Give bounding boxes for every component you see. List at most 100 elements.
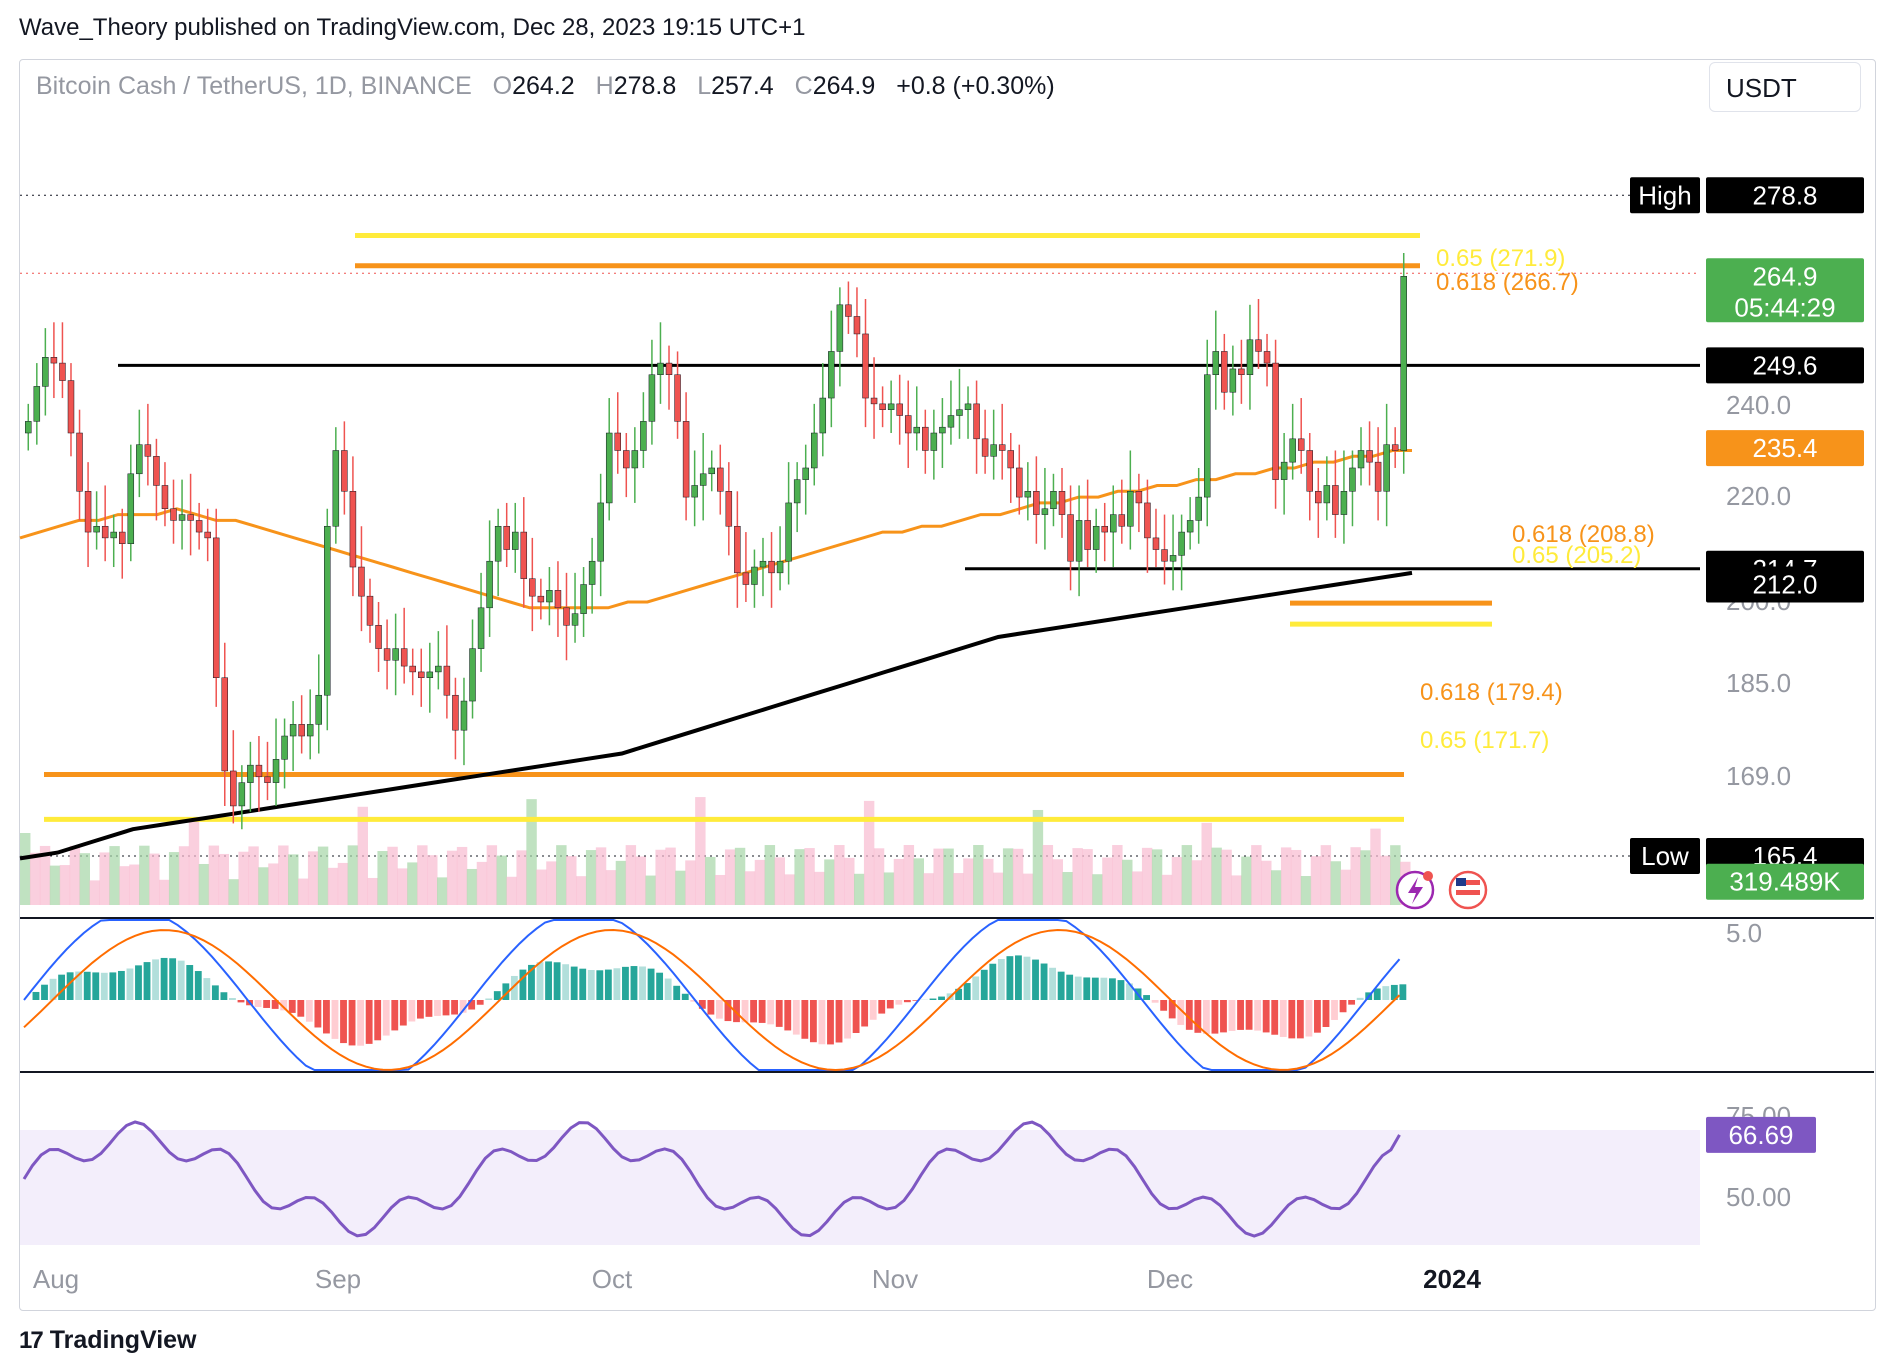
volume-bar xyxy=(1191,860,1202,905)
macd-histogram-bar xyxy=(562,964,570,1000)
macd-histogram-bar xyxy=(58,974,66,1000)
macd-signal-line xyxy=(23,928,1401,1072)
candle-body xyxy=(358,566,365,597)
volume-bar xyxy=(566,856,577,905)
candle-body xyxy=(904,415,912,434)
fib-label: 0.618 (208.8) xyxy=(1512,521,1655,548)
fib-label: 0.65 (271.9) xyxy=(1436,245,1565,272)
macd-histogram-bar xyxy=(929,998,937,1000)
macd-histogram-bar xyxy=(331,1000,339,1039)
candle-body xyxy=(631,450,639,469)
candle-body xyxy=(759,560,767,568)
candle-body xyxy=(571,613,579,626)
macd-histogram-bar xyxy=(160,957,168,1000)
volume-bar xyxy=(734,847,746,905)
volume-bar xyxy=(536,869,547,905)
price-tag-value: 264.9 xyxy=(1752,261,1817,291)
candle-body xyxy=(1221,351,1228,393)
candle-body xyxy=(768,560,775,574)
tradingview-brand[interactable]: 17 TradingView xyxy=(19,1326,197,1355)
chart-frame xyxy=(19,59,1876,1311)
volume-bar xyxy=(685,860,696,905)
price-axis-tick: 220.0 xyxy=(1726,481,1791,511)
macd-histogram-bar xyxy=(1074,976,1082,1000)
candle-body xyxy=(161,485,169,510)
candle-body xyxy=(1263,351,1271,364)
volume-area xyxy=(20,797,1411,905)
symbol-title[interactable]: Bitcoin Cash / TetherUS, 1D, BINANCE xyxy=(36,72,472,100)
time-axis-label: 2024 xyxy=(1423,1264,1481,1294)
macd-axis-tick: 5.0 xyxy=(1726,918,1762,948)
candle-body xyxy=(426,671,434,678)
candle-body xyxy=(998,444,1006,451)
volume-bar xyxy=(347,845,359,905)
candle-body xyxy=(845,304,852,317)
macd-histogram-bar xyxy=(1015,955,1022,1000)
flag-canton-icon xyxy=(1456,878,1466,886)
volume-bar xyxy=(1102,857,1113,905)
candle-body xyxy=(973,403,980,440)
volume-bar xyxy=(248,846,259,905)
price-tag-bg xyxy=(1706,863,1864,900)
macd-histogram-bar xyxy=(852,1000,860,1033)
volume-bar xyxy=(456,846,468,905)
volume-bar xyxy=(665,847,676,905)
candle-body xyxy=(614,432,621,451)
macd-histogram-bar xyxy=(1356,997,1364,1000)
macd-histogram-bar xyxy=(1117,980,1125,1000)
macd-histogram-bar xyxy=(792,1000,800,1035)
candle-body xyxy=(1246,339,1254,375)
tradingview-logo-icon: 17 xyxy=(19,1326,44,1354)
candle-body xyxy=(1084,520,1091,550)
time-axis-label: Aug xyxy=(33,1264,79,1294)
candle-body xyxy=(452,694,459,731)
macd-histogram-bar xyxy=(271,1000,279,1009)
volume-bar xyxy=(814,871,825,905)
candle-body xyxy=(529,578,536,597)
volume-bar xyxy=(1330,861,1341,905)
volume-bar xyxy=(1002,848,1014,905)
candle-body xyxy=(50,357,58,364)
macd-histogram-bar xyxy=(1382,986,1390,1000)
rsi-band xyxy=(20,1130,1700,1245)
volume-bar xyxy=(854,873,865,905)
candle-body xyxy=(366,595,374,626)
macd-histogram-bar xyxy=(143,962,151,1000)
candle-body xyxy=(588,560,596,585)
volume-bar xyxy=(605,870,617,905)
currency-selector[interactable]: USDT xyxy=(1709,62,1861,112)
candle-body xyxy=(563,607,570,626)
volume-bar xyxy=(675,870,686,905)
candle-body xyxy=(315,694,322,725)
volume-bar xyxy=(943,848,954,905)
candle-body xyxy=(1357,450,1365,469)
candle-body xyxy=(281,735,288,760)
macd-histogram-bar xyxy=(903,1000,911,1003)
macd-histogram-bar xyxy=(117,970,125,1000)
close-value: 264.9 xyxy=(812,72,876,100)
tradingview-name: TradingView xyxy=(49,1326,197,1354)
candle-body xyxy=(511,531,519,550)
macd-histogram-bar xyxy=(972,976,980,1000)
volume-bar xyxy=(883,872,895,905)
candle-body xyxy=(785,502,792,562)
macd-histogram-bar xyxy=(75,971,83,1000)
macd-histogram-bar xyxy=(100,972,108,1000)
candle-body xyxy=(1391,444,1399,451)
volume-bar xyxy=(337,862,349,905)
candle-body xyxy=(1315,491,1322,504)
macd-histogram-bar xyxy=(203,978,211,1000)
volume-bar xyxy=(1151,849,1163,905)
volume-bar xyxy=(129,864,140,905)
candle-body xyxy=(811,432,818,469)
candle-body xyxy=(1152,537,1160,550)
publisher-line: Wave_Theory published on TradingView.com… xyxy=(19,14,806,41)
symbol-legend: Bitcoin Cash / TetherUS, 1D, BINANCE O26… xyxy=(36,72,1069,101)
candle-body xyxy=(776,560,784,574)
volume-bar xyxy=(20,833,31,905)
price-tag-label: High xyxy=(1638,180,1691,210)
volume-bar xyxy=(1062,872,1073,905)
volume-bar xyxy=(476,861,488,905)
volume-bar xyxy=(844,857,855,905)
